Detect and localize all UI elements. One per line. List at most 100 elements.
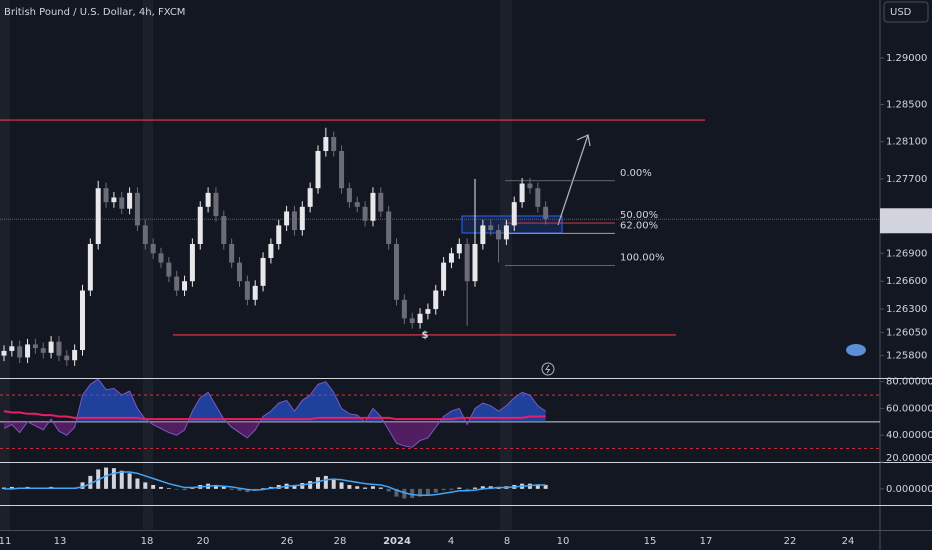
last-price-box <box>880 208 932 234</box>
macd-bar <box>119 470 124 489</box>
y-tick-label: 1.28100 <box>886 137 927 148</box>
candle-body <box>535 188 541 207</box>
currency-button[interactable] <box>883 1 929 23</box>
macd-bar <box>418 488 423 497</box>
y-tick-label: 1.29000 <box>886 53 927 64</box>
y-tick-label: 1.26900 <box>886 248 927 259</box>
projection-arrow <box>557 134 589 226</box>
macd-bar <box>174 488 179 490</box>
candle-body <box>488 225 494 231</box>
candle-body <box>378 192 384 212</box>
candle-body <box>456 244 462 254</box>
candle-body <box>205 192 211 207</box>
x-tick-label: 2024 <box>383 536 411 547</box>
macd-bar <box>88 475 93 489</box>
candle-body <box>127 192 133 209</box>
fib-label: 62.00% <box>620 220 658 231</box>
rsi-line <box>3 378 546 448</box>
candle-body <box>299 206 305 231</box>
candle-body <box>362 206 368 221</box>
macd-bar <box>323 475 328 489</box>
macd-bar <box>441 488 446 491</box>
macd-bar <box>261 488 266 489</box>
macd-bar <box>339 482 344 489</box>
rsi-fill-down <box>4 422 469 448</box>
candle-body <box>543 206 549 219</box>
alert-bolt <box>545 364 551 374</box>
macd-bar <box>292 484 297 489</box>
candle-body <box>291 211 297 231</box>
candle-body <box>95 188 101 245</box>
candle-body <box>64 355 70 361</box>
candle-body <box>252 285 258 300</box>
macd-bar <box>300 483 305 489</box>
candle-body <box>237 262 242 282</box>
x-tick-label: 28 <box>334 536 347 547</box>
macd-bar <box>410 488 415 498</box>
candle-body <box>40 348 46 353</box>
macd-bar <box>394 488 399 497</box>
macd-bar <box>449 488 454 490</box>
last-price-label: 1.27266 <box>885 210 926 221</box>
x-tick-label: 17 <box>700 536 713 547</box>
macd-bar <box>229 488 234 490</box>
rsi-tick-label: 40.00000 <box>886 430 932 441</box>
x-tick-label: 8 <box>504 536 510 547</box>
candle-body <box>401 299 407 319</box>
candle-body <box>315 151 321 189</box>
candle-body <box>182 281 188 291</box>
candle-body <box>527 183 533 189</box>
candle-body <box>189 244 195 282</box>
candle-body <box>441 262 447 291</box>
fib-label: 50.00% <box>620 210 658 221</box>
macd-bar <box>433 488 438 493</box>
candle-body <box>409 318 415 324</box>
macd-bar <box>535 484 540 489</box>
candle-body <box>244 281 250 300</box>
alert-icon[interactable] <box>541 362 555 376</box>
currency-label[interactable]: USD <box>890 7 912 18</box>
macd-bar <box>480 486 485 489</box>
y-tick-label: 1.25800 <box>886 351 927 362</box>
candle-body <box>197 206 203 245</box>
x-tick-label: 24 <box>842 536 855 547</box>
candle-body <box>331 137 337 152</box>
x-tick-label: 22 <box>784 536 797 547</box>
fib-label: 0.00% <box>620 168 652 179</box>
fib-label: 100.00% <box>620 252 665 263</box>
candle-body <box>260 257 266 286</box>
candle-body <box>213 192 219 217</box>
rsi-ma-line <box>3 410 546 421</box>
macd-bar <box>465 488 470 491</box>
macd-bar <box>402 488 407 499</box>
candle-body <box>480 225 486 245</box>
candle-body <box>284 211 290 226</box>
macd-bar <box>543 484 548 489</box>
candle-body <box>25 344 31 358</box>
candle-body <box>72 350 78 361</box>
candle-body <box>87 244 93 291</box>
candle-body <box>307 188 313 207</box>
candle-body <box>354 202 360 207</box>
rsi-tick-label: 60.00000 <box>886 403 932 414</box>
candle-body <box>268 244 274 258</box>
macd-bar <box>308 481 313 489</box>
candle-body <box>496 230 502 240</box>
macd-bar <box>347 484 352 489</box>
candle-body <box>229 244 235 263</box>
macd-bar <box>9 486 14 489</box>
candle-body <box>472 244 478 282</box>
macd-bar <box>143 482 148 489</box>
session-band <box>143 0 153 530</box>
symbol-title: British Pound / U.S. Dollar, 4h, FXCM <box>4 7 185 18</box>
whale-icon <box>846 344 866 356</box>
macd-bar <box>363 487 368 489</box>
candle-body <box>103 188 109 203</box>
y-tick-label: 1.26300 <box>886 304 927 315</box>
candle-body <box>48 341 54 353</box>
candle-body <box>464 244 470 282</box>
macd-tick-label: 0.000000 <box>886 484 932 495</box>
macd-bar <box>355 486 360 489</box>
macd-bar <box>457 487 462 489</box>
